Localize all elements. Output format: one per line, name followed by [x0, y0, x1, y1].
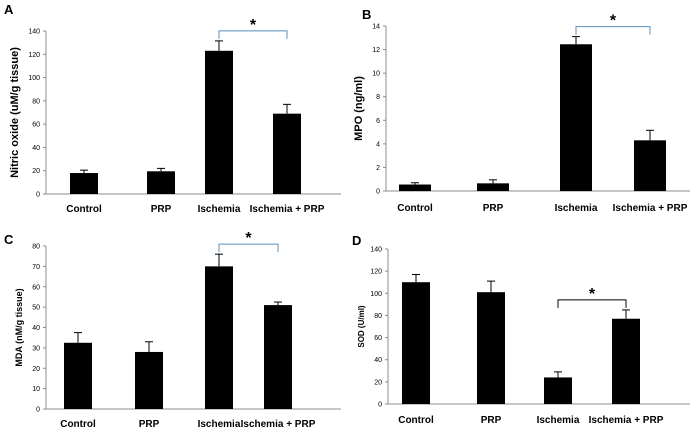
category-label: PRP [483, 203, 504, 214]
significance-bracket [557, 299, 627, 308]
y-tick-label: 20 [32, 168, 40, 175]
category-label: PRP [481, 415, 502, 426]
significance-star: * [250, 17, 257, 34]
category-label: PRP [139, 419, 160, 430]
significance-star: * [589, 286, 596, 303]
y-tick-label: 80 [32, 98, 40, 105]
bar [612, 318, 640, 404]
y-tick-label: 40 [374, 357, 382, 364]
bar [147, 171, 175, 194]
bar [264, 305, 292, 409]
category-label: PRP [151, 204, 172, 215]
significance-bracket [575, 26, 651, 35]
y-tick-label: 14 [372, 24, 380, 31]
bar [205, 266, 233, 409]
category-label: Ischemia + PRP [613, 203, 688, 214]
panel-a: A 0 20 40 60 80 100 120 140 Nitric oxide (uM/g ti… [4, 2, 341, 215]
y-tick-label: 12 [372, 47, 380, 54]
bar [64, 342, 92, 409]
y-tick-label: 20 [32, 366, 40, 373]
bar [273, 113, 301, 194]
bar [544, 377, 572, 404]
bar [135, 351, 163, 409]
y-tick-label: 8 [376, 94, 380, 101]
y-tick-label: 0 [378, 402, 382, 409]
y-tick-label: 30 [32, 345, 40, 352]
category-label: Ischemia + PRP [589, 415, 664, 426]
y-tick-label: 70 [32, 264, 40, 271]
panel-b: B 0 2 4 6 8 10 12 14 MPO (ng/ml) Control PRP Ischemi… [353, 7, 690, 214]
bar [399, 184, 431, 191]
category-label: Ischemia [198, 419, 241, 430]
panel-letter: D [352, 233, 361, 248]
bar [205, 50, 233, 194]
y-tick-label: 0 [36, 192, 40, 199]
significance-star: * [610, 13, 617, 30]
bar [70, 173, 98, 194]
y-tick-label: 60 [32, 284, 40, 291]
panel-letter: B [362, 7, 371, 22]
category-label: Control [66, 204, 102, 215]
category-label: Ischemia [537, 415, 580, 426]
y-tick-label: 140 [28, 29, 40, 36]
y-tick-label: 20 [374, 379, 382, 386]
y-tick-label: 120 [28, 52, 40, 59]
y-axis-title: MPO (ng/ml) [353, 76, 365, 141]
y-axis-title: Nitric oxide (uM/g tissue) [9, 47, 21, 178]
y-tick-label: 10 [372, 71, 380, 78]
panel-letter: A [4, 2, 14, 17]
y-tick-label: 140 [370, 247, 382, 254]
y-tick-label: 0 [376, 189, 380, 196]
y-tick-label: 40 [32, 325, 40, 332]
y-tick-label: 40 [32, 145, 40, 152]
category-label: Control [397, 203, 433, 214]
y-tick-label: 50 [32, 305, 40, 312]
bar [634, 140, 666, 191]
category-label: Ischemia [555, 203, 598, 214]
y-tick-label: 0 [36, 407, 40, 414]
y-tick-label: 60 [32, 122, 40, 129]
y-tick-label: 4 [376, 141, 380, 148]
category-label: Ischemia + PRP [250, 204, 325, 215]
significance-bracket [218, 30, 288, 39]
bar [477, 292, 505, 404]
y-tick-label: 60 [374, 335, 382, 342]
y-tick-label: 80 [32, 244, 40, 251]
significance-star: * [245, 230, 252, 247]
category-label: Control [398, 415, 434, 426]
y-axis-title: SOD (U/ml) [357, 305, 366, 348]
category-label: Ischemia + PRP [241, 419, 316, 430]
y-tick-label: 120 [370, 269, 382, 276]
category-label: Control [60, 419, 96, 430]
y-tick-label: 6 [376, 118, 380, 125]
category-label: Ischemia [198, 204, 241, 215]
y-tick-label: 80 [374, 313, 382, 320]
y-tick-label: 10 [32, 386, 40, 393]
panel-letter: C [4, 232, 14, 247]
y-tick-label: 2 [376, 165, 380, 172]
y-axis-title: MDA (nM/g tissue) [14, 288, 24, 366]
panel-d: D 0 20 40 60 80 100 120 140 SOD (U/ml) Control PRP I… [352, 233, 690, 426]
bar [402, 282, 430, 404]
panel-c: C 0 10 20 30 40 50 60 70 80 MDA (nM/g tissue) Contr… [4, 230, 341, 430]
y-tick-label: 100 [370, 291, 382, 298]
significance-bracket [218, 243, 279, 253]
bar [477, 183, 509, 191]
bar [560, 44, 592, 192]
y-tick-label: 100 [28, 75, 40, 82]
